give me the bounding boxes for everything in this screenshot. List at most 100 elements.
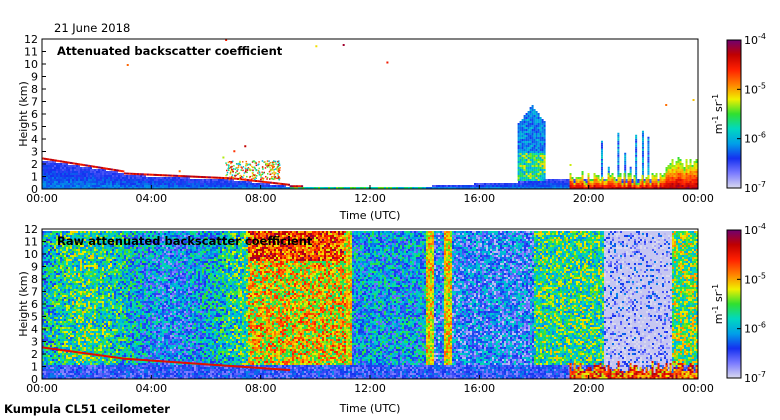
raw-field-cell — [68, 325, 70, 327]
rain-cell — [687, 187, 690, 189]
tower-cell — [519, 139, 522, 141]
raw-field-cell — [42, 287, 44, 289]
field-cell — [68, 167, 70, 169]
rain-cell — [645, 185, 648, 187]
rain-cell — [611, 173, 614, 175]
field-cell — [246, 181, 248, 183]
raw-field-cell — [88, 337, 90, 339]
raw-field-cell — [42, 367, 44, 369]
raw-field-cell — [90, 319, 92, 321]
tower-cell — [527, 135, 530, 137]
raw-field-cell — [42, 311, 44, 313]
raw-field-cell — [92, 349, 94, 351]
raw-field-cell — [86, 263, 88, 265]
field-cell — [178, 179, 180, 181]
field-cell — [482, 183, 484, 185]
field-cell — [100, 187, 102, 189]
tower-cell — [529, 159, 532, 161]
rain-cell — [633, 179, 636, 181]
raw-field-cell — [80, 347, 82, 349]
spike-cell — [635, 152, 638, 155]
raw-field-cell — [90, 231, 92, 233]
raw-field-cell — [44, 249, 46, 251]
field-cell — [190, 187, 192, 189]
tower-cell — [521, 137, 524, 139]
raw-field-cell — [60, 283, 62, 285]
tower-cell — [543, 135, 546, 137]
tower-cell — [537, 149, 540, 151]
field-cell — [98, 173, 100, 175]
tower-cell — [527, 125, 530, 127]
field-cell — [174, 183, 176, 185]
rain-cell — [685, 171, 688, 173]
field-cell — [324, 187, 326, 189]
rain-cell — [609, 179, 612, 181]
field-cell — [48, 177, 50, 179]
rain-cell — [659, 177, 662, 179]
raw-field-cell — [58, 301, 60, 303]
field-cell — [78, 169, 80, 171]
field-cell — [524, 185, 526, 187]
field-cell — [550, 181, 552, 183]
layer-top-cell — [112, 168, 115, 171]
raw-field-cell — [82, 337, 84, 339]
raw-field-cell — [66, 271, 68, 273]
field-cell — [266, 183, 268, 185]
raw-field-cell — [74, 273, 76, 275]
raw-field-cell — [58, 307, 60, 309]
raw-field-cell — [84, 259, 86, 261]
field-cell — [100, 175, 102, 177]
tower-cell — [519, 149, 522, 151]
field-cell — [60, 185, 62, 187]
x-tick-label: 04:00 — [135, 192, 167, 205]
rain-cell — [693, 171, 696, 173]
rain-cell — [581, 187, 584, 189]
spike-cell — [635, 166, 638, 169]
stray-cell — [266, 162, 269, 165]
field-cell — [178, 181, 180, 183]
raw-field-cell — [86, 305, 88, 307]
field-cell — [104, 175, 106, 177]
raw-field-cell — [44, 351, 46, 353]
raw-field-cell — [88, 331, 90, 333]
raw-field-cell — [76, 279, 78, 281]
field-cell — [556, 185, 558, 187]
field-cell — [218, 185, 220, 187]
rain-cell — [613, 183, 616, 185]
raw-field-cell — [86, 329, 88, 331]
rain-cell — [637, 185, 640, 187]
field-cell — [94, 169, 96, 171]
field-cell — [112, 187, 114, 189]
raw-field-cell — [70, 271, 72, 273]
field-cell — [116, 173, 118, 175]
field-cell — [76, 185, 78, 187]
layer-top-cell — [104, 167, 107, 170]
raw-field-cell — [72, 315, 74, 317]
rain-cell — [617, 177, 620, 179]
raw-field-cell — [44, 237, 46, 239]
field-cell — [154, 179, 156, 181]
layer-top-cell — [107, 168, 110, 170]
raw-field-cell — [44, 309, 46, 311]
sparse-cell — [227, 166, 230, 168]
raw-field-cell — [86, 251, 88, 253]
raw-field-cell — [46, 233, 48, 235]
raw-field-cell — [58, 273, 60, 275]
rain-cell — [575, 177, 578, 179]
raw-field-cell — [68, 237, 70, 239]
rain-cell — [601, 181, 604, 183]
field-cell — [114, 177, 116, 179]
raw-field-cell — [86, 295, 88, 297]
rain-cell — [593, 187, 596, 189]
tower-cell — [523, 133, 526, 135]
field-cell — [366, 187, 368, 189]
raw-field-cell — [92, 371, 94, 373]
layer-top-cell — [124, 172, 126, 175]
raw-field-cell — [72, 363, 74, 365]
field-cell — [94, 185, 96, 187]
tower-cell — [533, 141, 536, 143]
raw-field-cell — [54, 267, 56, 269]
field-cell — [60, 173, 62, 175]
raw-field-cell — [72, 347, 74, 349]
raw-field-cell — [74, 299, 76, 301]
